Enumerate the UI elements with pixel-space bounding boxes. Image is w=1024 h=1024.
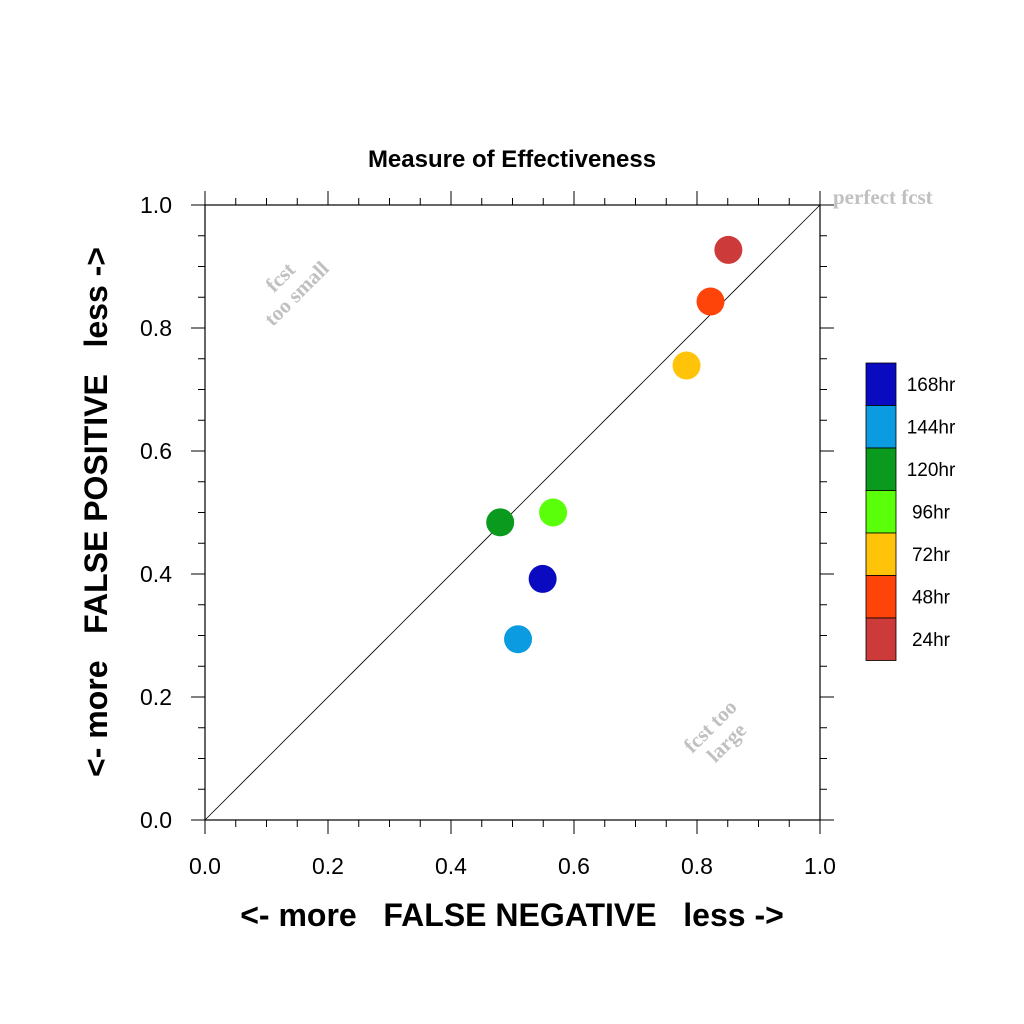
- point-168hr: [528, 564, 557, 593]
- y-tick-label: 0.2: [140, 684, 172, 710]
- point-144hr: [504, 625, 533, 654]
- chart-title: Measure of Effectiveness: [368, 146, 656, 173]
- legend-label-144hr: 144hr: [907, 418, 956, 439]
- legend-label-120hr: 120hr: [907, 460, 956, 481]
- y-tick-label: 0.4: [140, 561, 172, 587]
- legend-label-24hr: 24hr: [912, 630, 951, 651]
- x-tick-label: 0.8: [681, 853, 713, 879]
- x-tick-label: 1.0: [804, 853, 836, 879]
- y-tick-label: 0.6: [140, 438, 172, 464]
- y-tick-labels: 0.0 0.2 0.4 0.6 0.8 1.0: [140, 192, 172, 833]
- data-points: [486, 235, 743, 654]
- legend-label-96hr: 96hr: [912, 503, 951, 524]
- legend: 168hr 144hr 120hr 96hr 72hr 48hr 24hr: [865, 362, 956, 661]
- legend-swatch-168hr: [865, 362, 897, 406]
- annotation-perfect-forecast: perfect fcst: [833, 185, 933, 209]
- legend-swatch-24hr: [865, 617, 897, 661]
- legend-swatch-48hr: [865, 575, 897, 619]
- legend-label-48hr: 48hr: [912, 588, 951, 609]
- x-tick-label: 0.4: [435, 853, 467, 879]
- tick-marks: [191, 191, 834, 834]
- x-axis-label: <- more FALSE NEGATIVE less ->: [240, 897, 784, 933]
- point-24hr: [714, 235, 743, 264]
- y-tick-label: 0.0: [140, 807, 172, 833]
- point-72hr: [672, 351, 701, 380]
- legend-label-72hr: 72hr: [912, 545, 951, 566]
- point-96hr: [539, 498, 568, 527]
- legend-swatch-72hr: [865, 532, 897, 576]
- annotation-too-small-line2: too small: [259, 256, 333, 330]
- y-axis-label: <- more FALSE POSITIVE less ->: [78, 247, 114, 777]
- x-tick-label: 0.6: [558, 853, 590, 879]
- legend-label-168hr: 168hr: [907, 375, 956, 396]
- y-tick-label: 0.8: [140, 315, 172, 341]
- x-tick-label: 0.0: [189, 853, 221, 879]
- legend-swatch-144hr: [865, 405, 897, 449]
- x-tick-labels: 0.0 0.2 0.4 0.6 0.8 1.0: [189, 853, 836, 879]
- y-tick-label: 1.0: [140, 192, 172, 218]
- legend-swatch-120hr: [865, 447, 897, 491]
- legend-swatch-96hr: [865, 490, 897, 534]
- point-48hr: [696, 287, 725, 316]
- point-120hr: [486, 508, 515, 537]
- x-tick-label: 0.2: [312, 853, 344, 879]
